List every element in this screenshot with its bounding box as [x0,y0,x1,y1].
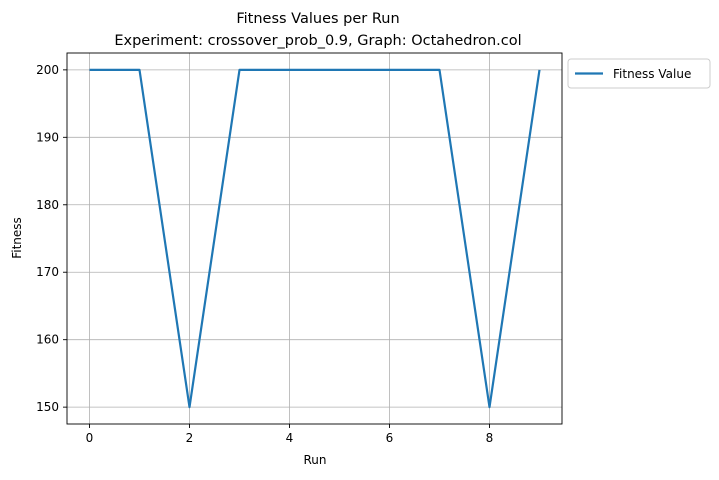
x-tick-label: 2 [186,431,194,445]
y-tick-label: 190 [36,130,59,144]
series-lines [89,68,541,409]
legend-label: Fitness Value [613,67,691,81]
series-line [89,68,541,409]
axes: 0 2 4 6 8 150 160 170 180 190 200 [36,52,563,445]
legend-box [567,58,711,89]
x-tick-label: 8 [486,431,494,445]
y-axis-label: Fitness [10,217,24,259]
x-tick-label: 0 [86,431,94,445]
chart-title: Fitness Values per Run [236,11,399,27]
y-tick-label: 180 [36,198,59,212]
x-tick-label: 6 [386,431,394,445]
y-tick-label: 200 [36,63,59,77]
y-tick-label: 170 [36,265,59,279]
y-tick-label: 160 [36,333,59,347]
x-tick-label: 4 [286,431,294,445]
x-axis-label: Run [303,453,326,467]
plot-frame [66,52,563,425]
y-tick-label: 150 [36,400,59,414]
chart-subtitle: Experiment: crossover_prob_0.9, Graph: O… [114,33,521,49]
legend: Fitness Value [567,58,711,89]
